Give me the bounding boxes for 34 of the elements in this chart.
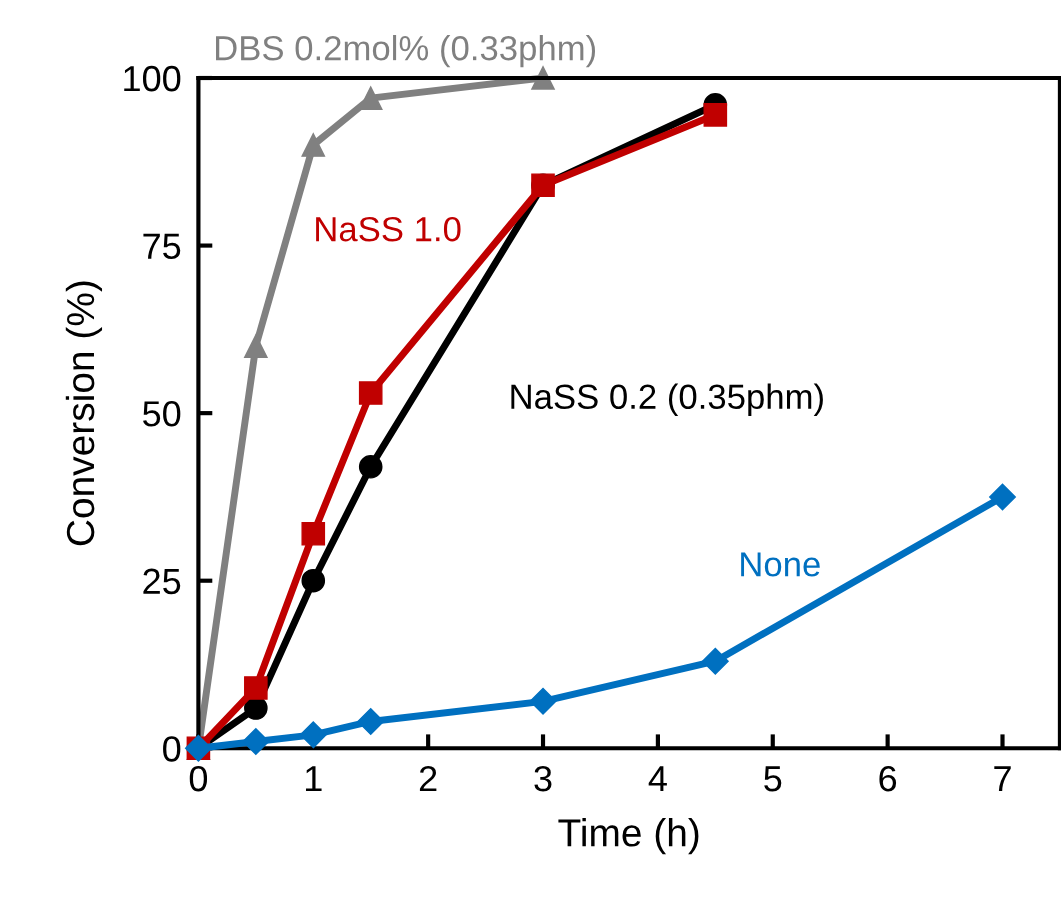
x-tick-label: 4 <box>648 766 667 792</box>
point <box>357 708 385 735</box>
point <box>358 454 383 479</box>
point <box>301 521 326 546</box>
x-tick-label: 1 <box>305 766 322 792</box>
y-axis-title: Conversion (%) <box>65 281 103 546</box>
x-tick-label: 2 <box>419 765 437 792</box>
point <box>301 133 326 157</box>
y-tick-label: 0 <box>163 736 181 762</box>
point <box>299 721 327 749</box>
y-tick-label: 50 <box>143 401 181 427</box>
point <box>244 676 268 700</box>
y-tick-label: 25 <box>143 568 181 595</box>
point <box>358 381 383 405</box>
series-label: NaSS 1.0 <box>316 216 461 242</box>
point <box>989 483 1016 511</box>
x-axis-title: Time (h) <box>558 818 699 855</box>
point <box>301 568 326 593</box>
x-tick-label: 3 <box>534 765 552 792</box>
y-tick-label: 75 <box>143 233 181 260</box>
series-label: None <box>741 552 820 577</box>
point <box>358 86 383 110</box>
x-tick-label: 7 <box>994 766 1011 792</box>
x-tick-label: 5 <box>764 766 782 792</box>
text: NaSS 0.2 (0.35phm) <box>511 383 823 416</box>
point <box>703 103 728 127</box>
point <box>701 647 729 675</box>
point <box>244 334 268 358</box>
point <box>529 687 557 715</box>
x-tick-label: 0 <box>189 765 208 792</box>
point <box>242 728 270 756</box>
y-tick-label: 100 <box>124 65 181 92</box>
x-tick-label: 6 <box>879 765 897 792</box>
series-label: DBS 0.2mol% (0.33phm) <box>216 35 596 68</box>
